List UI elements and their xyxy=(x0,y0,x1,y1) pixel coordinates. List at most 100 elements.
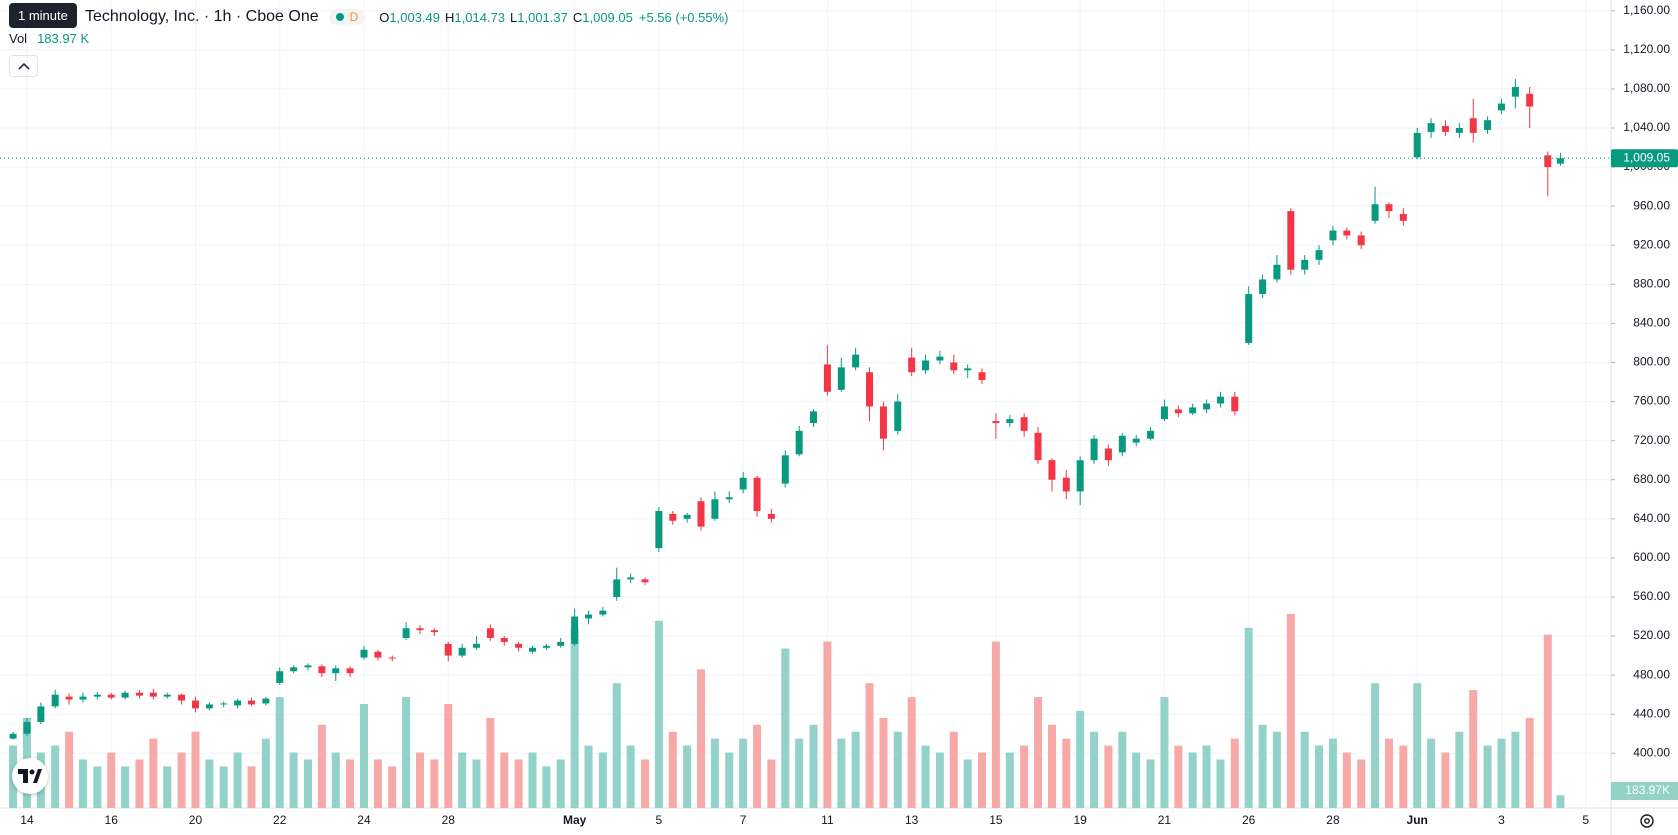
volume-bar xyxy=(795,738,804,808)
candle-body xyxy=(1216,396,1224,404)
x-tick-label: 16 xyxy=(105,813,119,827)
volume-bar xyxy=(963,759,972,808)
price-tag-label: 1,009.05 xyxy=(1623,150,1670,164)
candle-body xyxy=(599,610,607,615)
volume-bar xyxy=(1371,683,1380,808)
candle-body xyxy=(613,579,621,597)
volume-bar xyxy=(65,731,74,808)
candle-body xyxy=(936,356,944,361)
volume-bar xyxy=(388,766,397,808)
x-tick-label: 19 xyxy=(1073,813,1087,827)
volume-bar xyxy=(1216,759,1225,808)
candle-body xyxy=(837,367,845,390)
y-tick-label: 480.00 xyxy=(1633,667,1670,681)
candle-body xyxy=(444,643,452,656)
candle-body xyxy=(374,651,382,658)
candle-body xyxy=(627,577,635,580)
volume-bar xyxy=(1118,731,1127,808)
candle-body xyxy=(1062,477,1070,492)
volume-bar xyxy=(1062,738,1071,808)
candle-body xyxy=(430,630,438,633)
candle-body xyxy=(879,406,887,439)
volume-bar xyxy=(121,766,130,808)
candle-body xyxy=(992,421,1000,424)
y-tick-label: 960.00 xyxy=(1633,198,1670,212)
ohlc-values: O1,003.49 H1,014.73 L1,001.37 C1,009.05 xyxy=(379,10,633,25)
ohlc-item: L1,001.37 xyxy=(510,10,568,25)
candle-body xyxy=(571,616,579,644)
x-tick-label: 11 xyxy=(821,813,834,827)
volume-bar xyxy=(1258,724,1267,808)
status-pill[interactable]: D xyxy=(328,9,366,25)
volume-bar xyxy=(430,759,439,808)
candle-body xyxy=(1441,126,1449,132)
x-tick-label: 28 xyxy=(442,813,456,827)
candle-body xyxy=(1301,259,1309,270)
volume-bar xyxy=(107,752,116,808)
candle-body xyxy=(1259,279,1267,295)
volume-bar xyxy=(1146,759,1155,808)
volume-bar xyxy=(1357,759,1366,808)
volume-bar xyxy=(289,752,298,808)
candle-body xyxy=(248,700,256,705)
x-tick-label: 13 xyxy=(905,813,919,827)
candle-body xyxy=(1203,403,1211,410)
candle-body xyxy=(1329,230,1337,241)
y-tick-label: 680.00 xyxy=(1633,472,1670,486)
candle-body xyxy=(641,579,649,583)
volume-bar xyxy=(851,731,860,808)
volume-bar xyxy=(1315,745,1324,808)
price-tag xyxy=(1611,149,1678,168)
volume-bar xyxy=(1202,745,1211,808)
interval-badge: D xyxy=(349,10,359,24)
settings-button[interactable] xyxy=(1638,812,1656,830)
y-tick-label: 440.00 xyxy=(1633,706,1670,720)
candle-body xyxy=(542,645,550,648)
candle-body xyxy=(472,643,480,648)
volume-bar xyxy=(865,683,874,808)
volume-bar xyxy=(1455,731,1464,808)
ohlc-value: 1,014.73 xyxy=(454,9,506,25)
volume-bar xyxy=(1469,690,1478,808)
candle-body xyxy=(894,401,902,431)
logo[interactable] xyxy=(12,758,48,794)
y-tick-label: 1,080.00 xyxy=(1623,81,1670,95)
volume-bar xyxy=(1497,738,1506,808)
x-tick-label: 21 xyxy=(1158,813,1172,827)
candle-body xyxy=(93,694,101,697)
candle-body xyxy=(1132,438,1140,443)
candle-body xyxy=(683,514,691,519)
candle-body xyxy=(1343,230,1351,236)
candle-body xyxy=(402,628,410,638)
candle-body xyxy=(795,430,803,455)
y-tick-label: 800.00 xyxy=(1633,355,1670,369)
ohlc-item: C1,009.05 xyxy=(573,10,633,25)
collapse-button[interactable] xyxy=(9,55,38,77)
candle-body xyxy=(23,722,31,734)
volume-bar xyxy=(458,752,467,808)
volume-bar xyxy=(51,745,60,808)
candle-body xyxy=(486,628,494,638)
candle-body xyxy=(1048,460,1056,480)
ohlc-value: 1,001.37 xyxy=(517,9,568,25)
candle-body xyxy=(1104,448,1112,461)
ohlc-key: C xyxy=(572,9,583,25)
candle-body xyxy=(515,643,523,648)
candle-body xyxy=(346,668,354,674)
candle-body xyxy=(1544,155,1552,168)
candle-body xyxy=(318,666,326,674)
volume-bar xyxy=(514,759,523,808)
y-tick-label: 600.00 xyxy=(1633,550,1670,564)
candle-body xyxy=(725,497,733,500)
candle-body xyxy=(191,700,199,709)
volume-bar xyxy=(1511,731,1520,808)
candle-body xyxy=(65,696,73,700)
volume-bar xyxy=(598,752,607,808)
candle-body xyxy=(360,649,368,658)
market-dot xyxy=(335,13,344,21)
ohlc-value: 1,003.49 xyxy=(389,9,441,25)
volume-bar xyxy=(823,641,832,808)
volume-bar xyxy=(303,759,312,808)
